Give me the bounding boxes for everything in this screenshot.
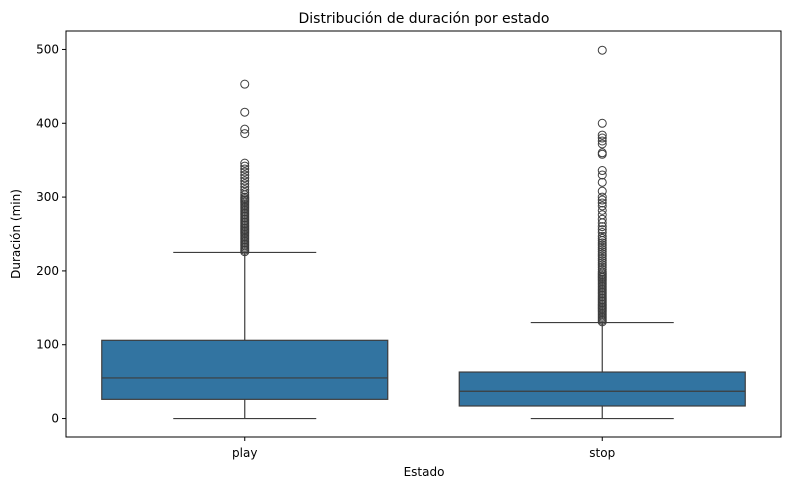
outlier-point [597,228,607,238]
outlier-point [240,170,250,180]
outlier-point [240,79,250,89]
outlier-point [597,214,607,224]
outlier-point [240,129,250,139]
x-axis-label: Estado [404,465,445,479]
outlier-point [240,179,250,189]
outlier-point [597,253,607,263]
chart-title: Distribución de duración por estado [299,11,550,27]
outlier-point [597,195,607,205]
outlier-point [597,240,607,250]
y-axis: 0 100 200 300 400 500 [36,42,66,426]
outlier-point [597,245,607,255]
outlier-point [597,267,607,277]
outlier-point [597,136,607,146]
outlier-point [597,233,607,243]
box-iqr [101,339,389,400]
y-tick-label: 300 [36,190,59,204]
x-tick-label: play [232,446,257,460]
outlier-point [597,130,607,140]
y-tick-label: 200 [36,264,59,278]
outlier-point [240,161,250,171]
y-tick-label: 100 [36,338,59,352]
outlier-point [597,251,607,261]
y-tick-label: 400 [36,116,59,130]
outlier-point [597,222,607,232]
outlier-point [597,192,607,202]
outlier-point [597,118,607,128]
outlier-point [597,258,607,268]
outlier-point [597,139,607,149]
outlier-point [597,225,607,235]
outlier-point [597,238,607,248]
outlier-point [240,173,250,183]
box-group-play [101,79,389,420]
outlier-point [597,231,607,241]
outlier-point [240,164,250,174]
outlier-point [597,242,607,252]
outlier-point [240,167,250,177]
outlier-point [597,262,607,272]
outlier-point [597,198,607,208]
outlier-point [597,249,607,259]
outlier-point [240,185,250,195]
outlier-point [597,186,607,196]
outlier-point [240,182,250,192]
y-tick-label: 0 [51,412,59,426]
outlier-point [240,176,250,186]
outlier-point [597,170,607,180]
outlier-point [240,124,250,134]
outlier-point [597,264,607,274]
outlier-point [597,177,607,187]
outlier-point [597,256,607,266]
x-tick-label: stop [589,446,615,460]
outlier-point [597,201,607,211]
outlier-point [597,133,607,143]
outlier-point [240,158,250,168]
outlier-point [240,107,250,117]
plot-frame [65,30,782,438]
box-group-stop [458,45,746,420]
outlier-point [597,148,607,158]
plot-area [101,45,746,420]
outlier-point [597,166,607,176]
outlier-point [597,210,607,220]
outlier-point [240,192,250,202]
outlier-point [597,45,607,55]
box-iqr [458,371,746,407]
outlier-point [597,247,607,257]
outlier-point [240,188,250,198]
y-tick-label: 500 [36,42,59,56]
x-axis: play stop [232,437,615,460]
outlier-point [597,205,607,215]
y-axis-label: Duración (min) [9,189,23,279]
outlier-point [597,260,607,270]
